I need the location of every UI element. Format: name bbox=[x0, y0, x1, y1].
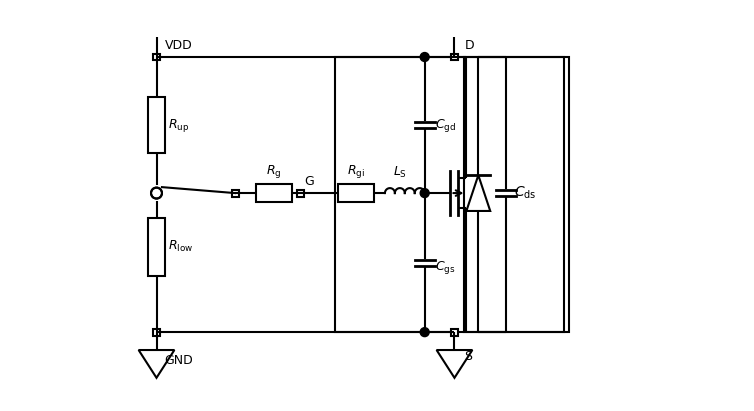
Bar bbox=[451, 53, 458, 60]
Text: $L_{\mathrm{S}}$: $L_{\mathrm{S}}$ bbox=[393, 165, 407, 180]
Bar bbox=[451, 329, 458, 336]
Text: S: S bbox=[464, 350, 473, 363]
Text: D: D bbox=[464, 39, 474, 52]
Text: $C_{\mathrm{gs}}$: $C_{\mathrm{gs}}$ bbox=[434, 259, 455, 276]
Text: $C_{\mathrm{ds}}$: $C_{\mathrm{ds}}$ bbox=[514, 185, 537, 201]
Bar bbox=[339, 184, 374, 202]
Bar bbox=[148, 218, 165, 275]
Text: $C_{\mathrm{gd}}$: $C_{\mathrm{gd}}$ bbox=[434, 117, 455, 134]
Bar bbox=[256, 184, 292, 202]
Text: $R_{\mathrm{g}}$: $R_{\mathrm{g}}$ bbox=[266, 163, 281, 180]
Bar bbox=[464, 57, 569, 332]
Bar bbox=[297, 189, 304, 196]
Text: $R_{\mathrm{low}}$: $R_{\mathrm{low}}$ bbox=[168, 239, 194, 254]
Text: G: G bbox=[305, 175, 314, 188]
Bar bbox=[153, 329, 160, 336]
Bar bbox=[336, 57, 564, 332]
Circle shape bbox=[420, 189, 429, 198]
Circle shape bbox=[420, 328, 429, 337]
Text: VDD: VDD bbox=[164, 39, 192, 52]
Text: $R_{\mathrm{up}}$: $R_{\mathrm{up}}$ bbox=[168, 117, 190, 134]
Bar bbox=[148, 97, 165, 153]
Bar bbox=[232, 189, 240, 196]
Text: $R_{\mathrm{gi}}$: $R_{\mathrm{gi}}$ bbox=[347, 163, 365, 180]
Bar bbox=[153, 53, 160, 60]
Circle shape bbox=[420, 53, 429, 62]
Text: GND: GND bbox=[164, 354, 193, 367]
